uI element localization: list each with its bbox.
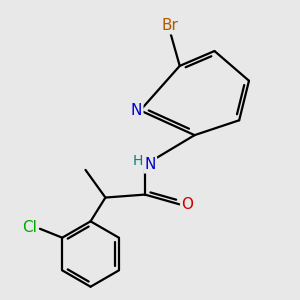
Text: N: N [145,158,156,172]
Text: Cl: Cl [22,220,37,235]
Text: H: H [132,154,143,168]
Text: O: O [181,197,193,212]
Text: N: N [131,103,142,118]
Text: Br: Br [161,18,178,33]
